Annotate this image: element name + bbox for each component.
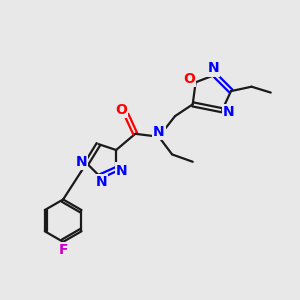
Text: F: F (58, 243, 68, 257)
Text: O: O (115, 103, 127, 117)
Text: N: N (116, 164, 127, 178)
Text: N: N (96, 176, 107, 189)
Text: N: N (76, 155, 87, 169)
Text: O: O (183, 72, 195, 86)
Text: N: N (208, 61, 219, 75)
Text: N: N (223, 105, 234, 119)
Text: N: N (153, 125, 165, 139)
